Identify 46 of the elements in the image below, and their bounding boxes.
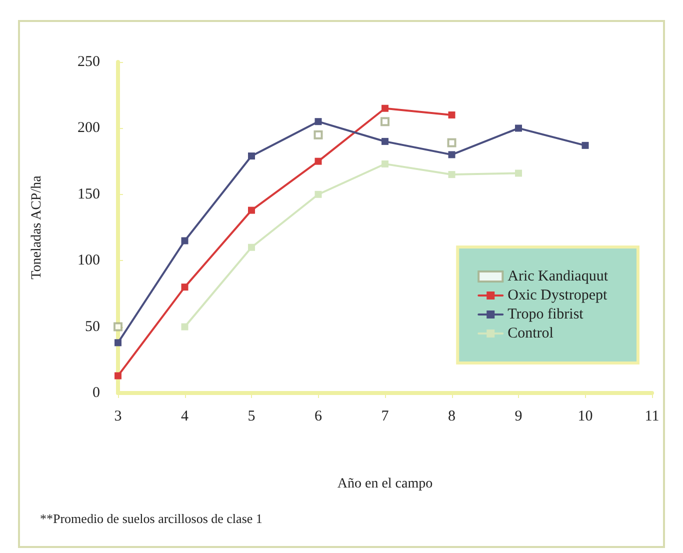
x-tick-label: 8 <box>448 408 456 424</box>
point <box>248 206 255 214</box>
y-tick-label: 150 <box>78 186 100 202</box>
point <box>448 171 456 178</box>
text: **Promedio de suelos arcillosos de clase 1 <box>40 511 262 526</box>
y-tick-label: 0 <box>92 385 100 401</box>
legend-label: Control <box>508 326 554 342</box>
x-tick-label: 11 <box>644 408 660 424</box>
point <box>114 372 122 380</box>
x-tick-label: 4 <box>181 408 189 424</box>
y-tick-label: 100 <box>78 252 100 269</box>
point <box>314 118 322 126</box>
point <box>382 138 388 145</box>
point <box>448 151 456 158</box>
point <box>515 124 522 132</box>
legend-label: Tropo fibrist <box>508 306 584 322</box>
x-tick-label: 10 <box>578 408 593 424</box>
x-tick-label: 3 <box>114 408 122 424</box>
point <box>382 160 388 168</box>
point <box>515 170 522 177</box>
point <box>380 117 390 126</box>
point <box>114 322 122 332</box>
point <box>314 190 322 198</box>
legend-label: Oxic Dystropept <box>508 288 608 304</box>
x-tick-label: 9 <box>514 408 522 424</box>
point <box>114 339 122 346</box>
y-tick-label: 200 <box>78 120 100 136</box>
point <box>382 104 388 112</box>
point <box>248 152 255 160</box>
point <box>448 111 456 118</box>
point <box>248 244 255 251</box>
point <box>582 142 589 149</box>
x-axis-title: Año en el campo <box>337 476 433 492</box>
point <box>314 130 323 140</box>
point <box>181 284 188 291</box>
point <box>314 158 322 165</box>
point <box>447 138 456 148</box>
point <box>181 237 188 244</box>
y-tick-label: 250 <box>78 54 100 70</box>
x-tick-label: 7 <box>381 408 390 424</box>
y-tick-label: 50 <box>85 318 100 335</box>
y-axis-title: Toneladas ACP/ha <box>30 174 44 280</box>
x-tick-label: 5 <box>248 408 256 424</box>
x-tick-label: 6 <box>314 408 322 424</box>
point <box>181 323 188 330</box>
legend-label: Aric Kandiaquut <box>508 268 609 284</box>
